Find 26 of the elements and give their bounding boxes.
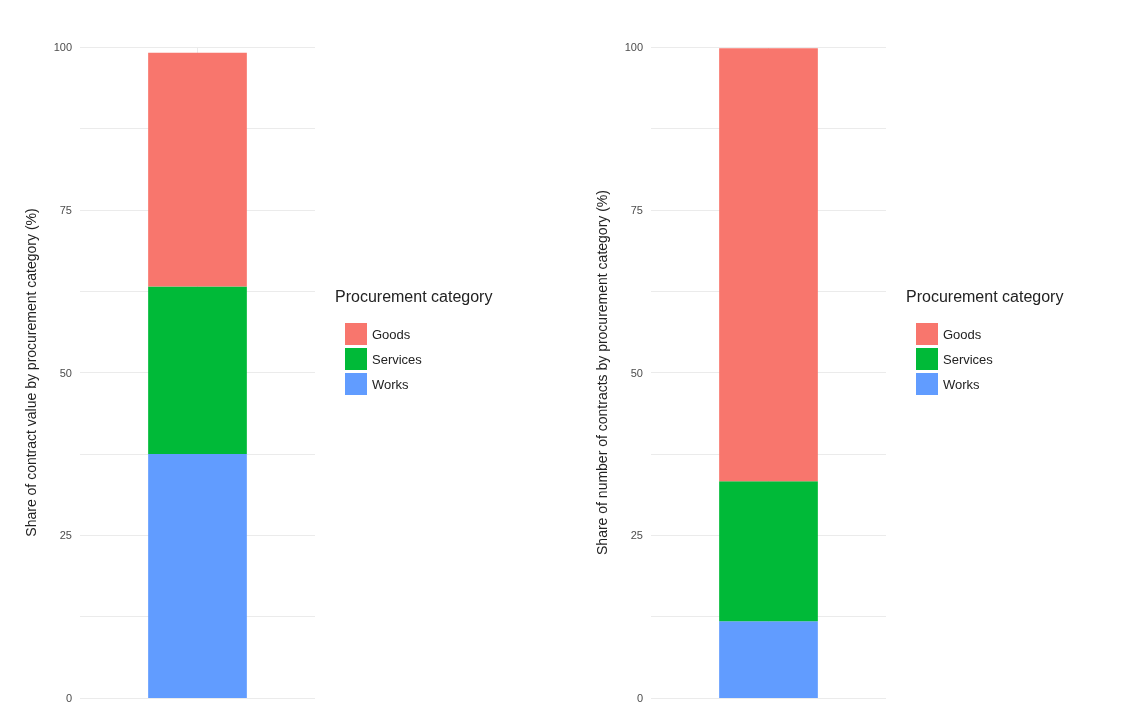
y-tick-label: 100	[624, 41, 643, 53]
y-axis-title: Share of number of contracts by procurement category (%)	[594, 190, 610, 555]
legend-label: Works	[943, 376, 981, 392]
y-tick-label: 0	[65, 692, 72, 704]
legend-label: Goods	[372, 326, 411, 342]
legend-label: Works	[372, 376, 410, 392]
bar	[148, 52, 247, 287]
y-tick-label: 50	[59, 366, 72, 379]
y-tick-label: 50	[630, 366, 643, 379]
y-tick-label: 75	[59, 203, 72, 216]
bar	[148, 453, 247, 698]
bar	[719, 481, 818, 622]
y-axis-title: Share of contract value by procurement category (%)	[23, 208, 39, 537]
legend-label: Services	[943, 351, 994, 367]
y-tick-label: 0	[636, 692, 643, 704]
legend-label: Goods	[943, 326, 982, 342]
bar	[719, 48, 818, 482]
legend-title: Procurement category	[906, 287, 1064, 305]
bar	[148, 286, 247, 454]
y-tick-label: 25	[630, 529, 643, 542]
y-tick-label: 25	[59, 529, 72, 542]
bar	[719, 621, 818, 698]
y-tick-label: 75	[630, 203, 643, 216]
y-tick-label: 100	[53, 41, 72, 53]
legend-title: Procurement category	[335, 287, 493, 305]
legend-label: Services	[372, 351, 423, 367]
